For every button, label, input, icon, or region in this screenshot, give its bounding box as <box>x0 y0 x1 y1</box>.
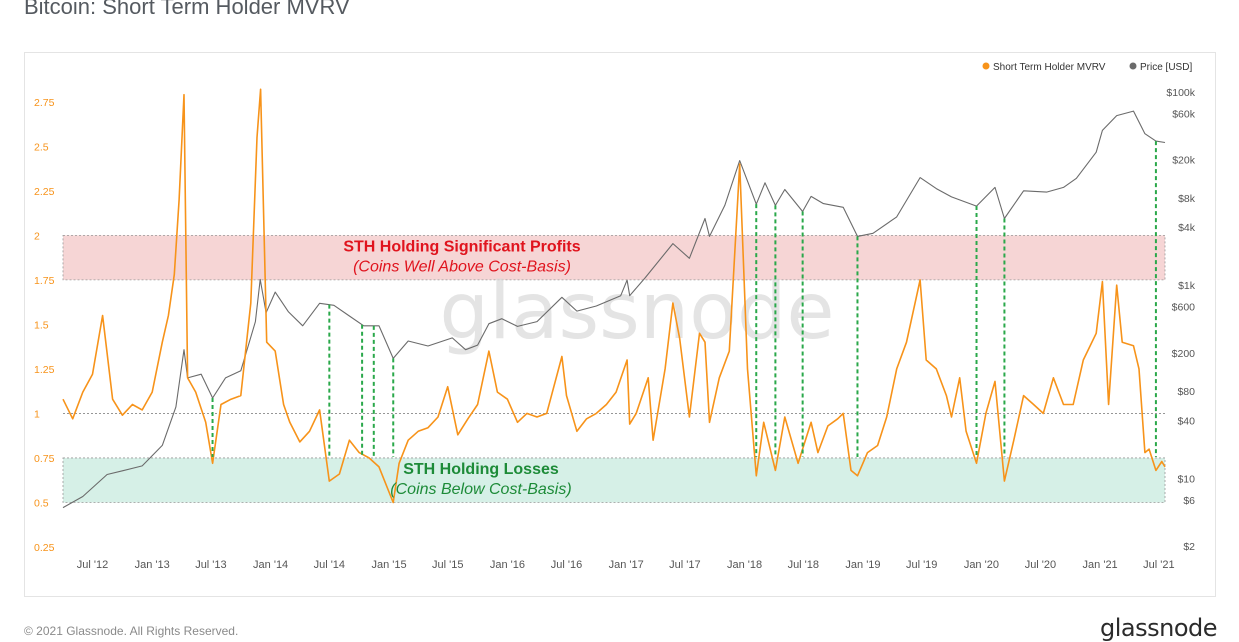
y-right-tick-label: $10 <box>1177 473 1195 485</box>
y-left-tick-label: 1.25 <box>34 364 55 376</box>
x-tick-label: Jan '20 <box>964 559 999 571</box>
y-left-tick-label: 0.25 <box>34 542 55 554</box>
copyright-notice: © 2021 Glassnode. All Rights Reserved. <box>24 624 239 638</box>
y-right-tick-label: $200 <box>1172 348 1196 360</box>
x-tick-label: Jul '12 <box>77 559 108 571</box>
chart-svg: glassnode STH Holding Significant Profit… <box>34 62 1196 571</box>
x-tick-label: Jan '17 <box>609 559 644 571</box>
x-tick-label: Jan '16 <box>490 559 525 571</box>
x-tick-label: Jul '14 <box>314 559 345 571</box>
zone-profit <box>62 234 1166 281</box>
x-tick-label: Jul '18 <box>788 559 819 571</box>
x-tick-label: Jan '18 <box>727 559 762 571</box>
y-right-tick-label: $2 <box>1183 541 1195 553</box>
x-tick-label: Jan '21 <box>1083 559 1118 571</box>
x-tick-label: Jan '15 <box>371 559 406 571</box>
y-right-tick-label: $20k <box>1172 155 1196 167</box>
y-right-tick-label: $40 <box>1177 415 1195 427</box>
y-left-tick-label: 0.5 <box>34 497 49 509</box>
y-right-tick-label: $600 <box>1172 302 1196 314</box>
chart-panel: glassnode STH Holding Significant Profit… <box>24 52 1216 597</box>
x-tick-label: Jul '17 <box>669 559 700 571</box>
x-tick-label: Jul '20 <box>1025 559 1056 571</box>
y-left-tick-label: 1.5 <box>34 319 49 331</box>
x-tick-label: Jul '13 <box>195 559 226 571</box>
page-title: Bitcoin: Short Term Holder MVRV <box>24 0 350 19</box>
legend-price-label[interactable]: Price [USD] <box>1140 62 1192 73</box>
mvrv-line <box>62 88 1166 504</box>
mvrv-series-layer <box>62 88 1166 504</box>
watermark-logo: glassnode <box>440 267 835 357</box>
x-tick-label: Jul '19 <box>906 559 937 571</box>
y-right-tick-label: $6 <box>1183 495 1195 507</box>
y-left-tick-label: 1.75 <box>34 275 55 287</box>
zone-label-profit: STH Holding Significant Profits <box>343 238 580 255</box>
y-left-tick-label: 2.75 <box>34 97 55 109</box>
zone-sublabel-profit: (Coins Well Above Cost-Basis) <box>353 258 571 275</box>
y-right-tick-label: $80 <box>1177 386 1195 398</box>
x-tick-label: Jan '13 <box>135 559 170 571</box>
x-tick-label: Jan '14 <box>253 559 288 571</box>
legend[interactable]: Short Term Holder MVRV Price [USD] <box>982 62 1193 73</box>
zone-label-loss: STH Holding Losses <box>403 461 559 478</box>
y-left-tick-label: 2.5 <box>34 141 49 153</box>
y-right-tick-label: $100k <box>1166 87 1195 99</box>
x-tick-label: Jul '15 <box>432 559 463 571</box>
y-right-tick-label: $60k <box>1172 108 1196 120</box>
glassnode-logo[interactable]: glassnode <box>1099 614 1218 642</box>
x-tick-label: Jul '21 <box>1143 559 1174 571</box>
y-right-tick-label: $1k <box>1178 280 1196 292</box>
zone-loss <box>62 457 1166 503</box>
x-tick-label: Jan '19 <box>845 559 880 571</box>
legend-mvrv-dot <box>982 62 990 70</box>
axis-layer: Jul '12 Jan '13 Jul '13 Jan '14 Jul '14 Jan '… <box>34 87 1196 571</box>
y-left-tick-label: 2.25 <box>34 186 55 198</box>
y-right-tick-label: $4k <box>1178 222 1196 234</box>
x-tick-label: Jul '16 <box>551 559 582 571</box>
y-left-tick-label: 1 <box>34 408 40 420</box>
legend-mvrv-label[interactable]: Short Term Holder MVRV <box>993 62 1106 73</box>
zone-sublabel-loss: (Coins Below Cost-Basis) <box>390 481 571 498</box>
marker-layer <box>211 141 1157 457</box>
zones-layer <box>62 234 1166 503</box>
y-left-tick-label: 2 <box>34 230 40 242</box>
y-right-tick-label: $8k <box>1178 193 1196 205</box>
legend-price-dot <box>1129 62 1137 70</box>
zone-label-layer: STH Holding Significant Profits (Coins We… <box>343 238 580 498</box>
y-left-tick-label: 0.75 <box>34 453 55 465</box>
